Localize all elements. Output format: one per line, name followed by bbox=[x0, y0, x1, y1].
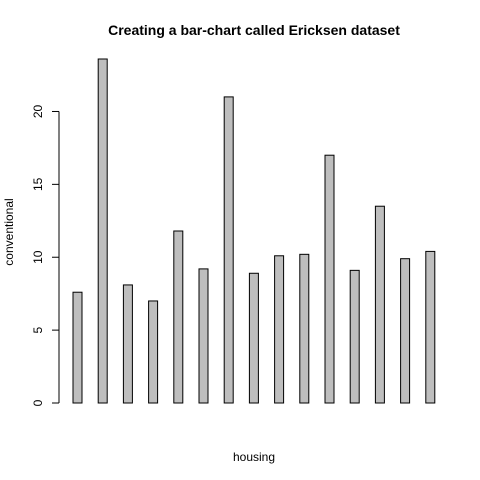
bar bbox=[198, 268, 209, 404]
chart-title: Creating a bar-chart called Ericksen dat… bbox=[108, 22, 400, 38]
y-axis-label: conventional bbox=[2, 198, 16, 265]
bar bbox=[223, 96, 234, 404]
bar bbox=[349, 269, 360, 404]
bar bbox=[173, 230, 184, 404]
bar bbox=[425, 250, 436, 404]
bar bbox=[72, 291, 83, 404]
y-tick-label: 0 bbox=[31, 399, 45, 406]
bar bbox=[148, 300, 159, 404]
y-tick-label: 15 bbox=[31, 177, 45, 191]
y-tick-label: 5 bbox=[31, 326, 45, 333]
y-tick-label: 10 bbox=[31, 250, 45, 264]
bar bbox=[274, 255, 285, 404]
bar bbox=[374, 205, 385, 404]
y-axis: 0 5 10 15 20 bbox=[31, 104, 60, 406]
bar bbox=[400, 258, 411, 404]
bars-group bbox=[72, 58, 436, 404]
bar bbox=[324, 154, 335, 404]
bar bbox=[122, 284, 133, 404]
y-tick-label: 20 bbox=[31, 104, 45, 118]
x-axis-label: housing bbox=[233, 450, 275, 464]
bar bbox=[97, 58, 108, 404]
bar bbox=[299, 253, 310, 404]
bar bbox=[248, 272, 259, 404]
